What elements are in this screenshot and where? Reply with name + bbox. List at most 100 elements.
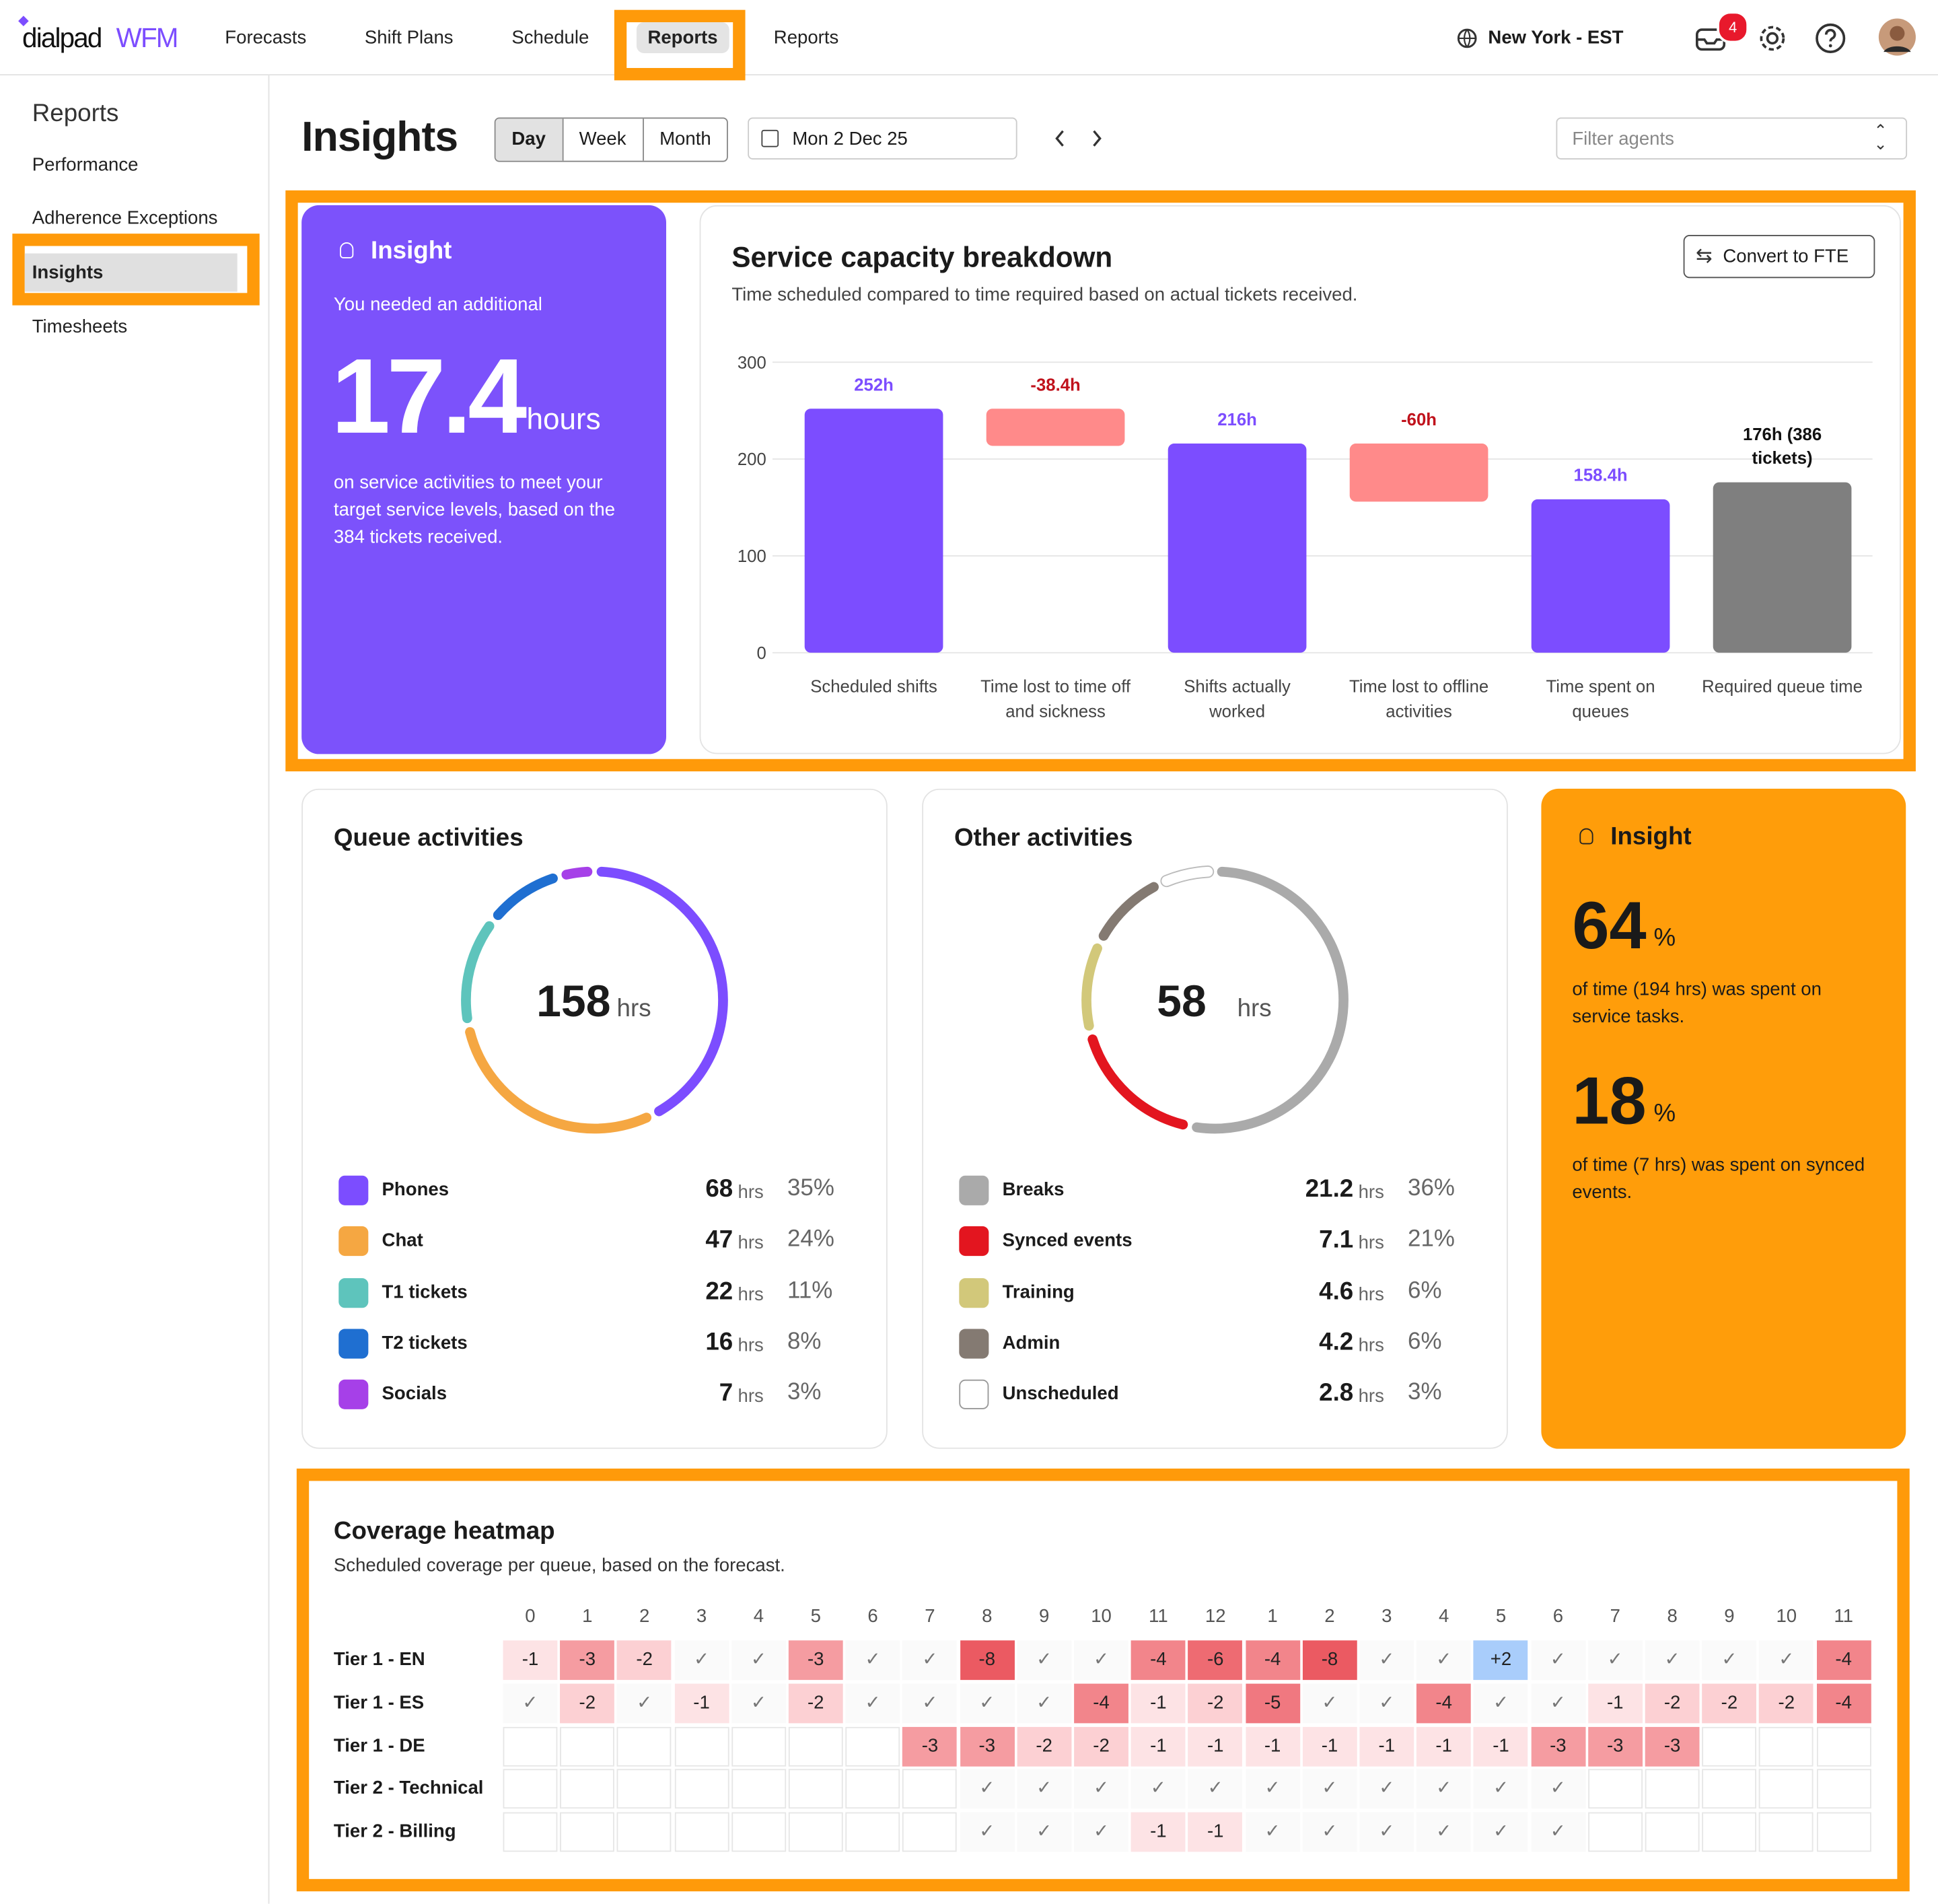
nav-item[interactable]: Shift Plans: [364, 27, 454, 48]
heat-cell: ✓: [731, 1683, 786, 1724]
nav-item[interactable]: Schedule: [511, 27, 589, 48]
legend-share: 36%: [1408, 1175, 1455, 1202]
filter[interactable]: Filter agents ⌃ ⌄: [1556, 117, 1908, 160]
date-picker[interactable]: Mon 2 Dec 25: [748, 117, 1017, 160]
legend-icon: [959, 1277, 989, 1308]
date: Mon 2 Dec 25: [792, 129, 908, 150]
heat-cell: [1702, 1726, 1757, 1766]
heat-cell: ✓: [1359, 1640, 1414, 1681]
heat-cell: ✓: [1587, 1640, 1643, 1681]
legend-icon: [338, 1175, 369, 1205]
sidebar-item[interactable]: Performance: [32, 154, 139, 176]
sidebar-item[interactable]: Adherence Exceptions: [32, 207, 218, 229]
logo-suffix: WFM: [116, 22, 179, 53]
row-label: Tier 1 - EN: [333, 1649, 425, 1670]
heat-cell: ✓: [1017, 1769, 1072, 1809]
heat-cell: ✓: [845, 1640, 900, 1681]
heat-cell: ✓: [1530, 1683, 1585, 1724]
timezone[interactable]: New York - EST: [1488, 27, 1624, 48]
highlight: [285, 190, 1916, 772]
bulb-icon: [1579, 828, 1593, 845]
donut-unit: hrs: [1237, 995, 1272, 1022]
heat-cell: [1759, 1769, 1814, 1809]
stat-value: 18: [1572, 1064, 1647, 1139]
heat-cell: +2: [1474, 1640, 1528, 1681]
heat-cell: ✓: [960, 1769, 1015, 1809]
nav-item[interactable]: Reports: [773, 27, 839, 48]
legend-name: Unscheduled: [1002, 1383, 1119, 1405]
bar: [1168, 444, 1307, 653]
heat-cell: [788, 1726, 843, 1766]
legend-unit: hrs: [1358, 1181, 1384, 1203]
heat-cell: ✓: [1302, 1769, 1357, 1809]
legend-share: 21%: [1408, 1226, 1455, 1253]
legend-name: T2 tickets: [382, 1332, 468, 1354]
nav-item[interactable]: Reports: [636, 22, 729, 53]
heat-cell: ✓: [1017, 1683, 1072, 1724]
heat-cell: [1816, 1726, 1871, 1766]
sidebar-title: Reports: [32, 100, 119, 128]
highlight: [12, 234, 260, 306]
heat-cell: [902, 1769, 958, 1809]
highlight: [296, 1469, 1910, 1892]
pager[interactable]: [1054, 129, 1104, 148]
y-tick-label: 100: [738, 547, 766, 566]
heat-cell: -8: [1302, 1640, 1357, 1681]
insight-title: Insight: [1610, 823, 1692, 851]
sidebar-item[interactable]: Insights: [24, 253, 238, 292]
page-title: Insights: [301, 113, 458, 161]
value-label: 176h (386 tickets): [1742, 424, 1822, 468]
heat-cell: [1587, 1769, 1643, 1809]
legend-hours: 21.2: [1305, 1175, 1354, 1203]
range-option[interactable]: Week: [561, 118, 643, 161]
highlight: [614, 9, 746, 81]
settings-icon[interactable]: [1755, 21, 1789, 55]
range-option[interactable]: Month: [642, 118, 727, 161]
heat-cell: [1702, 1812, 1757, 1852]
bar: [986, 409, 1125, 446]
heat-cell: -2: [617, 1640, 672, 1681]
row-label: Tier 1 - ES: [333, 1692, 425, 1714]
heat-cell: -3: [902, 1726, 958, 1766]
insight-card: Insight 64% of time (194 hrs) was spent on…: [1541, 788, 1906, 1449]
heat-cell: -1: [1416, 1726, 1472, 1766]
stat-text: of time (7 hrs) was spent on synced even…: [1572, 1154, 1865, 1203]
legend-hours: 2.8: [1319, 1380, 1354, 1407]
nav-item[interactable]: Forecasts: [225, 27, 307, 48]
bulb-icon: [340, 242, 354, 258]
column-label: 6: [1552, 1605, 1564, 1627]
heat-cell: -2: [1017, 1726, 1072, 1766]
heat-cell: -1: [1130, 1726, 1186, 1766]
row-label: Tier 1 - DE: [333, 1735, 425, 1757]
legend-share: 8%: [787, 1329, 822, 1355]
arc: [1081, 943, 1102, 1031]
convert-button[interactable]: ⇆ Convert to FTE: [1683, 234, 1875, 279]
legend-icon: [338, 1329, 369, 1359]
heat-cell: ✓: [1530, 1769, 1585, 1809]
top-nav: [0, 0, 1938, 76]
column-label: 7: [925, 1605, 935, 1627]
legend-unit: hrs: [1358, 1386, 1384, 1407]
heat-cell: -1: [503, 1640, 558, 1681]
heat-cell: [503, 1726, 558, 1766]
column-label: 1: [1267, 1605, 1278, 1627]
legend-name: Breaks: [1002, 1179, 1065, 1201]
heat-cell: [1645, 1812, 1700, 1852]
range-option[interactable]: Day: [495, 118, 562, 161]
help-icon[interactable]: [1813, 21, 1847, 55]
sidebar-item[interactable]: Timesheets: [32, 316, 128, 338]
heat-cell: -2: [1645, 1683, 1700, 1724]
legend-icon: [959, 1380, 989, 1410]
legend-share: 11%: [787, 1277, 833, 1304]
heat-cell: ✓: [1074, 1812, 1128, 1852]
heat-cell: ✓: [1474, 1812, 1528, 1852]
heat-cell: [731, 1812, 786, 1852]
range-toggle: Day Week Month: [494, 117, 729, 162]
sidebar: [0, 75, 270, 1904]
donut-total: 58: [1157, 975, 1207, 1026]
heat-cell: -2: [788, 1683, 843, 1724]
legend-hours: 4.2: [1319, 1329, 1354, 1356]
heat-cell: [560, 1726, 615, 1766]
value-label: -38.4h: [1030, 374, 1081, 394]
avatar[interactable]: [1877, 17, 1917, 57]
